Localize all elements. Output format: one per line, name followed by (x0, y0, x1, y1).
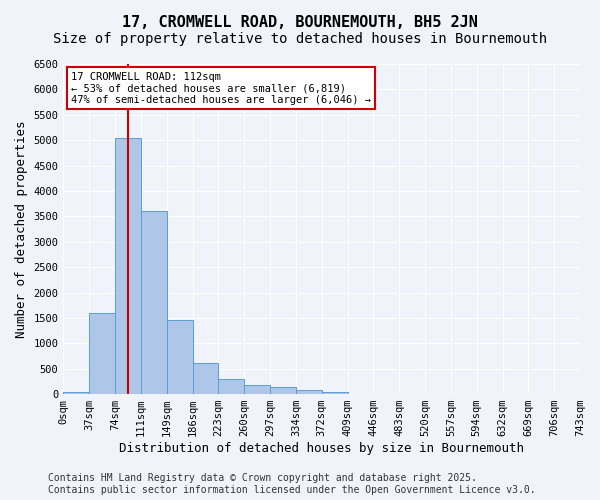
Bar (322, 392, 347, 394)
Bar (64, 392, 89, 394)
Bar (193, 362, 218, 394)
Text: Size of property relative to detached houses in Bournemouth: Size of property relative to detached ho… (53, 32, 547, 46)
Text: Contains HM Land Registry data © Crown copyright and database right 2025.
Contai: Contains HM Land Registry data © Crown c… (48, 474, 536, 495)
X-axis label: Distribution of detached houses by size in Bournemouth: Distribution of detached houses by size … (119, 442, 524, 455)
Bar (141, 212, 167, 394)
Bar (167, 320, 193, 394)
Text: 17 CROMWELL ROAD: 112sqm
← 53% of detached houses are smaller (6,819)
47% of sem: 17 CROMWELL ROAD: 112sqm ← 53% of detach… (71, 72, 371, 105)
Bar (89, 313, 115, 394)
Y-axis label: Number of detached properties: Number of detached properties (15, 120, 28, 338)
Bar (270, 388, 296, 394)
Bar (244, 385, 270, 394)
Bar (296, 390, 322, 394)
Bar (218, 379, 244, 394)
Bar (115, 138, 141, 394)
Text: 17, CROMWELL ROAD, BOURNEMOUTH, BH5 2JN: 17, CROMWELL ROAD, BOURNEMOUTH, BH5 2JN (122, 15, 478, 30)
